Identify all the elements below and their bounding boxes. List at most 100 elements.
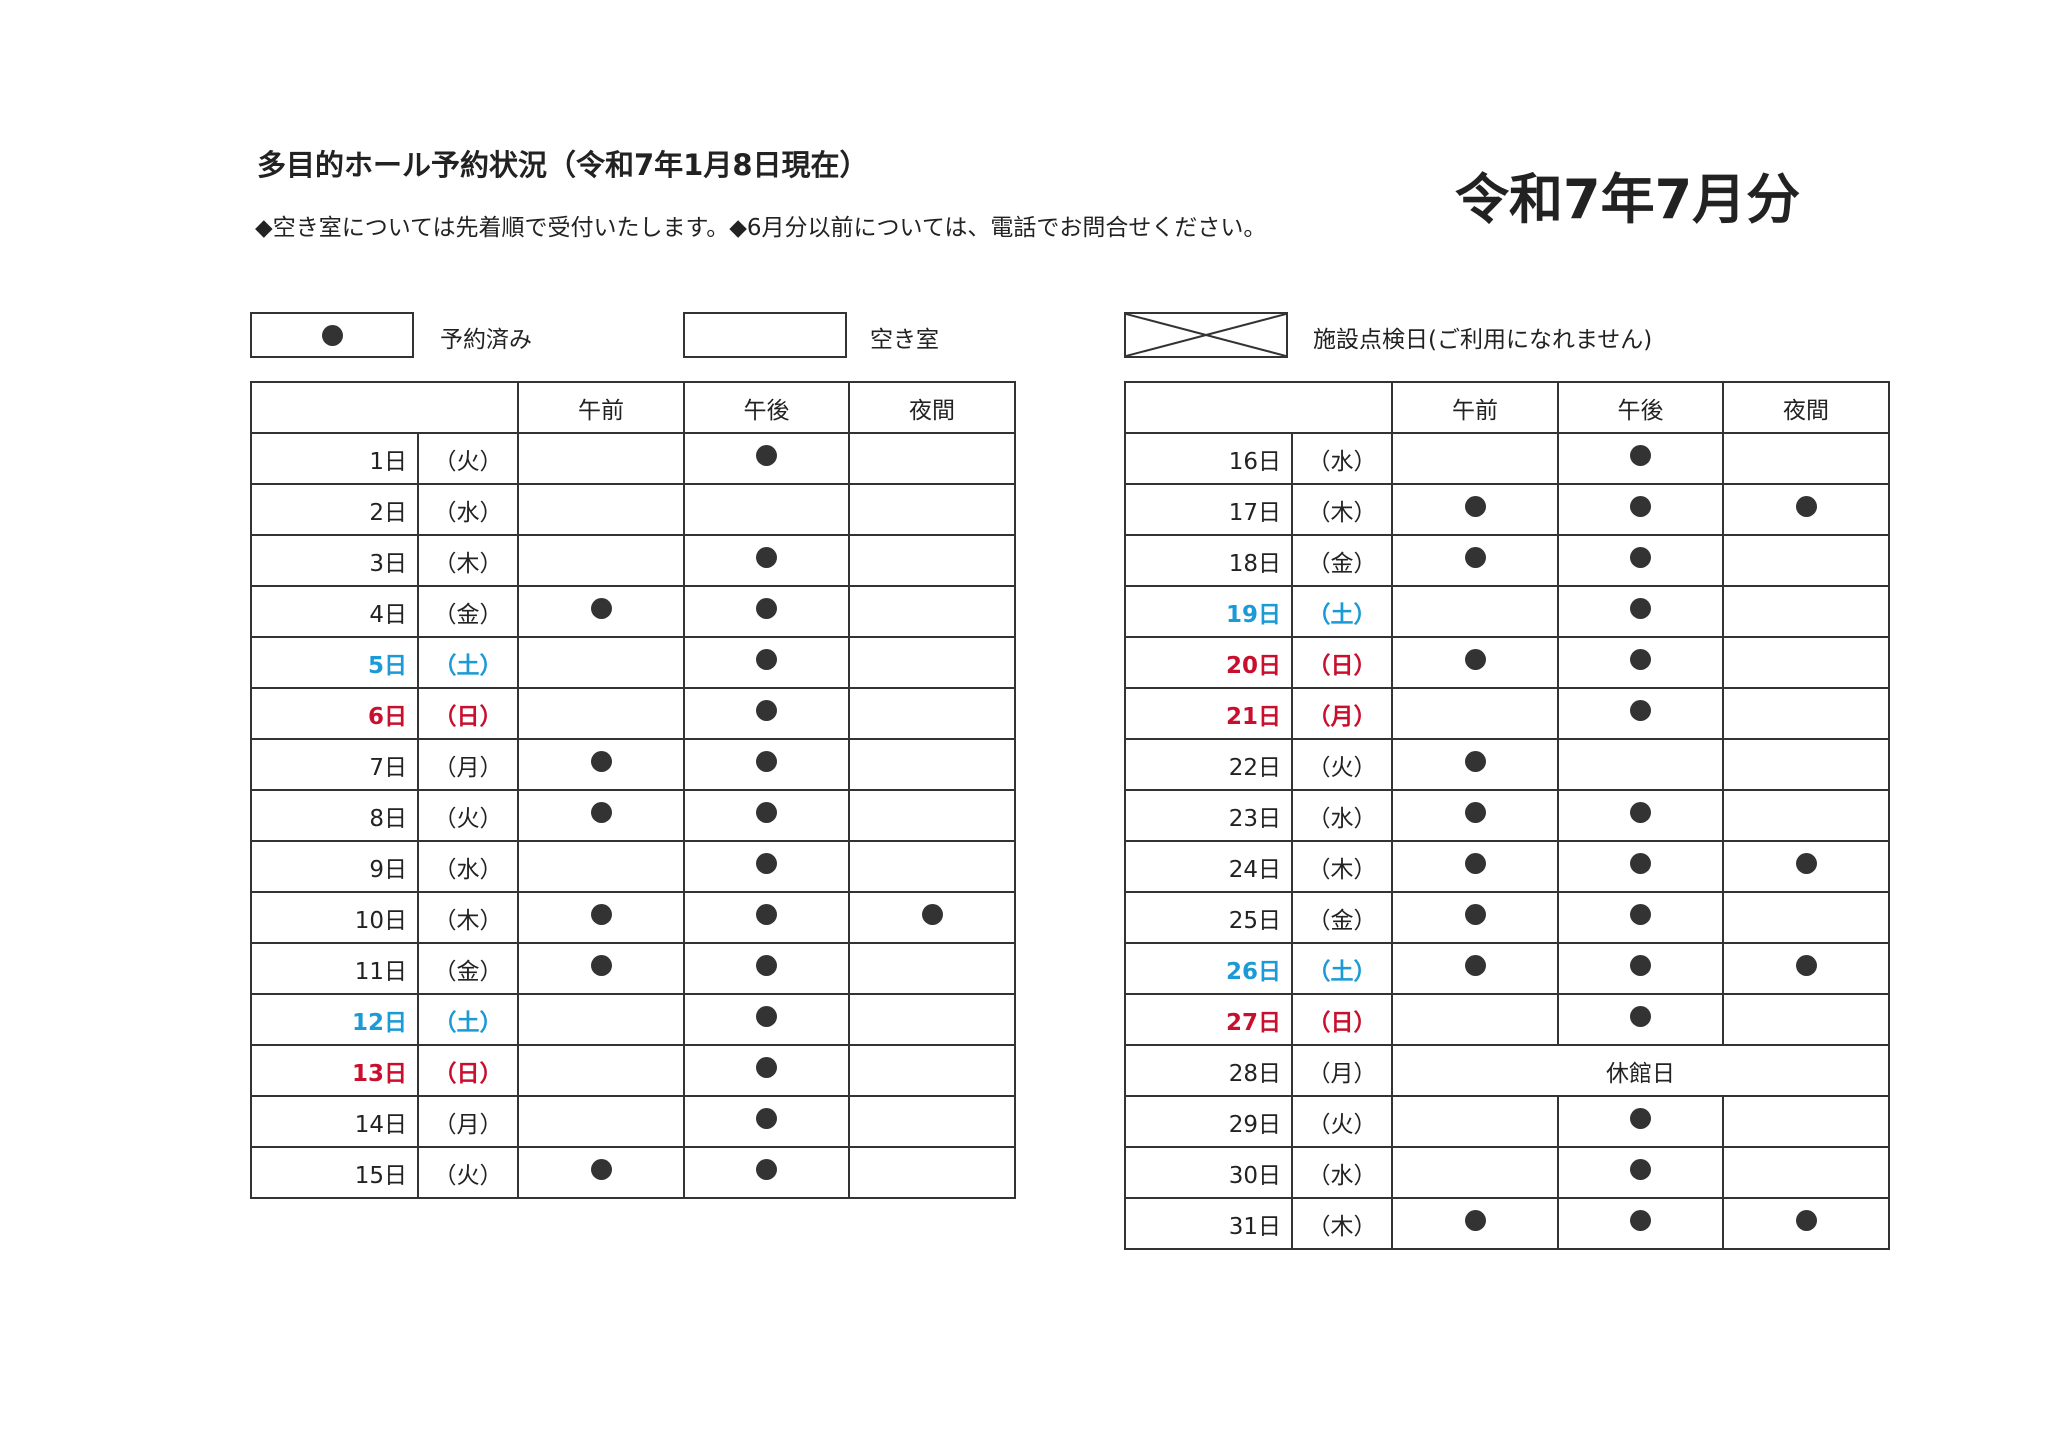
reservation-table-right: 午前 午後 夜間 16日 （水） 17日 （木） 18日 （金） 19日 （土） 20日 （日） 21日（… bbox=[1124, 381, 1890, 1250]
slot-cell bbox=[1391, 687, 1559, 740]
slot-cell bbox=[517, 687, 685, 740]
table-row: 30日 （水） bbox=[1124, 1146, 1890, 1199]
slot-cell bbox=[517, 636, 685, 689]
day-cell: 24日 bbox=[1124, 840, 1293, 893]
table-row: 5日 （土） bbox=[250, 636, 1016, 689]
slot-cell bbox=[1722, 993, 1890, 1046]
slot-cell bbox=[1557, 585, 1724, 638]
slot-cell bbox=[1557, 840, 1724, 893]
table-row: 21日 （月） bbox=[1124, 687, 1890, 740]
slot-cell bbox=[1722, 840, 1890, 893]
column-header: 夜間 bbox=[848, 381, 1016, 434]
slot-cell bbox=[683, 1044, 850, 1097]
table-row: 7日 （月） bbox=[250, 738, 1016, 791]
table-row: 17日 （木） bbox=[1124, 483, 1890, 536]
slot-cell bbox=[848, 1044, 1016, 1097]
weekday-cell: （木） bbox=[417, 891, 519, 944]
weekday-cell: （日） bbox=[1291, 993, 1393, 1046]
slot-cell bbox=[1557, 483, 1724, 536]
table-row: 1日 （火） bbox=[250, 432, 1016, 485]
slot-cell bbox=[683, 789, 850, 842]
day-cell: 26日 bbox=[1124, 942, 1293, 995]
column-header: 午前 bbox=[1391, 381, 1559, 434]
reserved-dot-icon bbox=[1630, 700, 1651, 721]
slot-cell bbox=[848, 687, 1016, 740]
day-cell: 23日 bbox=[1124, 789, 1293, 842]
day-cell: 28日 bbox=[1124, 1044, 1293, 1097]
header-row: 午前 午後 夜間 bbox=[250, 381, 1016, 434]
slot-cell bbox=[1722, 891, 1890, 944]
table-row: 9日 （水） bbox=[250, 840, 1016, 893]
slot-cell bbox=[683, 840, 850, 893]
slot-cell bbox=[1557, 738, 1724, 791]
reserved-dot-icon bbox=[1630, 1108, 1651, 1129]
slot-cell bbox=[1557, 636, 1724, 689]
table-row: 3日 （木） bbox=[250, 534, 1016, 587]
day-cell: 31日 bbox=[1124, 1197, 1293, 1250]
reserved-dot-icon bbox=[756, 1006, 777, 1027]
reserved-dot-icon bbox=[1464, 904, 1486, 925]
slot-cell bbox=[1391, 432, 1559, 485]
slot-cell bbox=[1557, 1095, 1724, 1148]
reserved-dot-icon bbox=[756, 904, 777, 925]
slot-cell bbox=[1557, 432, 1724, 485]
day-cell: 8日 bbox=[250, 789, 419, 842]
slot-cell bbox=[848, 789, 1016, 842]
slot-cell bbox=[517, 585, 685, 638]
slot-cell bbox=[848, 738, 1016, 791]
table-row: 4日 （金） bbox=[250, 585, 1016, 638]
slot-cell bbox=[1557, 942, 1724, 995]
legend-vacant-label: 空き室 bbox=[870, 327, 939, 353]
day-cell: 21日 bbox=[1124, 687, 1293, 740]
reserved-dot-icon bbox=[1630, 1210, 1651, 1231]
reserved-dot-icon bbox=[921, 904, 943, 925]
reserved-dot-icon bbox=[1464, 802, 1486, 823]
weekday-cell: （木） bbox=[1291, 483, 1393, 536]
reserved-dot-icon bbox=[1630, 904, 1651, 925]
slot-cell bbox=[683, 891, 850, 944]
slot-cell bbox=[848, 636, 1016, 689]
slot-cell bbox=[517, 1044, 685, 1097]
day-cell: 13日 bbox=[250, 1044, 419, 1097]
reserved-dot-icon bbox=[756, 445, 777, 466]
slot-cell bbox=[1722, 738, 1890, 791]
table-row: 10日 （木） bbox=[250, 891, 1016, 944]
weekday-cell: （金） bbox=[1291, 534, 1393, 587]
weekday-cell: （日） bbox=[417, 687, 519, 740]
reserved-dot-icon bbox=[1630, 445, 1651, 466]
slot-cell bbox=[517, 993, 685, 1046]
closed-cell: 休館日 bbox=[1391, 1044, 1890, 1097]
table-row: 13日 （日） bbox=[250, 1044, 1016, 1097]
weekday-cell: （火） bbox=[417, 432, 519, 485]
slot-cell bbox=[1391, 993, 1559, 1046]
reserved-dot-icon bbox=[1464, 751, 1486, 772]
day-cell: 10日 bbox=[250, 891, 419, 944]
slot-cell bbox=[517, 534, 685, 587]
day-cell: 30日 bbox=[1124, 1146, 1293, 1199]
reserved-dot-icon bbox=[756, 649, 777, 670]
reserved-dot-icon bbox=[756, 853, 777, 874]
reserved-dot-icon bbox=[756, 700, 777, 721]
day-cell: 18日 bbox=[1124, 534, 1293, 587]
slot-cell bbox=[683, 738, 850, 791]
slot-cell bbox=[1722, 1095, 1890, 1148]
slot-cell bbox=[517, 432, 685, 485]
reserved-dot-icon bbox=[590, 598, 612, 619]
reserved-dot-icon bbox=[1795, 1210, 1817, 1231]
day-cell: 17日 bbox=[1124, 483, 1293, 536]
table-row: 22日 （火） bbox=[1124, 738, 1890, 791]
slot-cell bbox=[683, 534, 850, 587]
reserved-dot-icon bbox=[1630, 1006, 1651, 1027]
reserved-dot-icon bbox=[1630, 547, 1651, 568]
day-cell: 11日 bbox=[250, 942, 419, 995]
slot-cell bbox=[1722, 942, 1890, 995]
legend-reserved-box bbox=[250, 312, 414, 358]
weekday-cell: （日） bbox=[417, 1044, 519, 1097]
slot-cell bbox=[517, 942, 685, 995]
slot-cell bbox=[1722, 432, 1890, 485]
day-cell: 12日 bbox=[250, 993, 419, 1046]
reserved-dot-icon bbox=[1630, 955, 1651, 976]
reserved-dot-icon bbox=[1630, 853, 1651, 874]
reserved-dot-icon bbox=[1795, 853, 1817, 874]
table-row: 25日 （金） bbox=[1124, 891, 1890, 944]
